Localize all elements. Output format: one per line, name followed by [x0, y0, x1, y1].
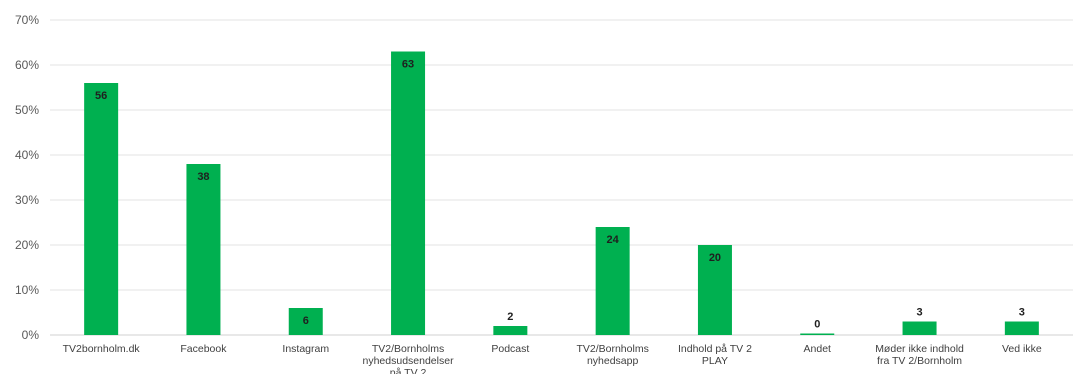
category-label: Facebook: [180, 343, 227, 355]
y-axis-tick-labels: 0% 10% 20% 30% 40% 50% 60% 70%: [15, 13, 39, 342]
bar: [493, 326, 528, 335]
category-label-line: fra TV 2/Bornholm: [877, 355, 962, 367]
x-axis-category-labels: TV2bornholm.dk Facebook Instagram TV2/Bornh…: [63, 343, 1042, 379]
y-tick-label: 70%: [15, 13, 39, 27]
y-tick-label: 50%: [15, 103, 39, 117]
y-tick-label: 0%: [22, 328, 40, 342]
category-label-line: Podcast: [491, 343, 529, 355]
data-label: 3: [916, 307, 922, 319]
category-label: Møder ikke indhold fra TV 2/Bornholm: [875, 343, 964, 367]
data-labels: 56 38 6 63 2 24 20 0 3 3: [95, 59, 1025, 331]
category-label-line: nyhedsudsendelser: [363, 355, 455, 367]
data-label: 24: [607, 234, 620, 246]
data-label: 6: [303, 315, 309, 327]
category-label-line: Facebook: [180, 343, 227, 355]
category-label-line: Indhold på TV 2: [678, 343, 752, 355]
category-label-line: nyhedsapp: [587, 355, 639, 367]
data-label: 63: [402, 59, 414, 71]
y-tick-label: 10%: [15, 283, 39, 297]
category-label-line: Instagram: [282, 343, 329, 355]
data-label: 3: [1019, 307, 1025, 319]
bar: [186, 164, 221, 335]
category-label-line: Andet: [804, 343, 832, 355]
category-label-line: TV2/Bornholms: [576, 343, 648, 355]
bar: [288, 308, 323, 335]
category-label-line: på TV 2: [390, 367, 427, 374]
category-label: TV2/Bornholms nyhedsapp: [576, 343, 648, 367]
category-label-line: Møder ikke indhold: [875, 343, 964, 355]
y-tick-label: 40%: [15, 148, 39, 162]
bar: [84, 83, 119, 335]
data-label: 20: [709, 252, 721, 264]
bar: [391, 51, 426, 335]
y-tick-label: 60%: [15, 58, 39, 72]
bar: [902, 321, 937, 335]
bar: [595, 227, 630, 335]
data-label: 0: [814, 319, 820, 331]
category-label-line: TV2bornholm.dk: [63, 343, 141, 355]
bar: [1004, 321, 1039, 335]
category-label-line: TV2/Bornholms: [372, 343, 444, 355]
category-label: TV2/Bornholms nyhedsudsendelser på TV 2: [363, 343, 455, 374]
category-label: Podcast: [491, 343, 529, 355]
category-label: Indhold på TV 2 PLAY: [678, 343, 752, 367]
category-label: Andet: [804, 343, 832, 355]
bar: [800, 333, 835, 335]
category-label-line: PLAY: [702, 355, 728, 367]
y-tick-label: 20%: [15, 238, 39, 252]
category-label: TV2bornholm.dk: [63, 343, 141, 355]
bars: [84, 51, 1039, 335]
category-label: Instagram: [282, 343, 329, 355]
gridlines: [50, 19, 1073, 336]
data-label: 2: [507, 311, 513, 323]
category-label: Ved ikke: [1002, 343, 1042, 355]
category-label-line: Ved ikke: [1002, 343, 1042, 355]
data-label: 38: [197, 171, 209, 183]
data-label: 56: [95, 90, 107, 102]
y-tick-label: 30%: [15, 193, 39, 207]
bar: [697, 245, 732, 335]
